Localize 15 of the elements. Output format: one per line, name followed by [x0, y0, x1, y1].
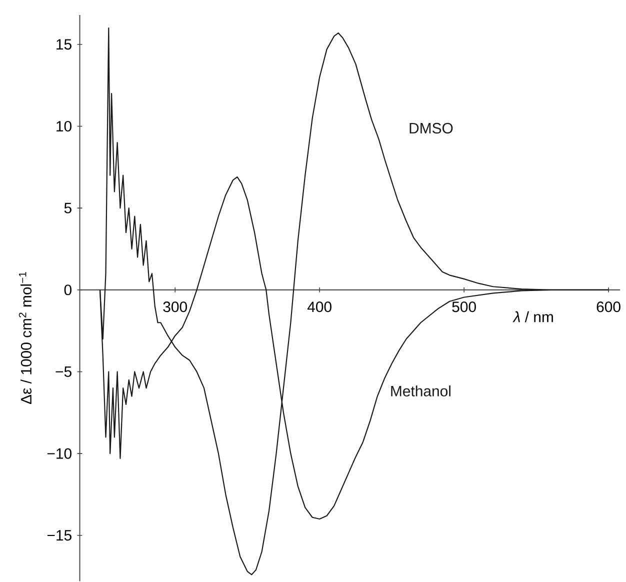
x-tick-label: 600 — [596, 302, 620, 312]
x-tick-label: 400 — [307, 302, 332, 312]
y-tick-label: −10 — [47, 448, 72, 459]
y-tick-label: −15 — [47, 530, 72, 541]
y-tick-label: −5 — [56, 366, 72, 378]
y-tick-label: 5 — [64, 202, 72, 214]
x-tick-label: 500 — [452, 302, 476, 312]
text: DMSO — [410, 123, 453, 134]
y-axis-title: Δε / 1000 cm$^{2}$ mol$^{−1}$ — [18, 272, 32, 404]
y-tick-label: 0 — [64, 284, 72, 296]
x-axis-title: λ / nm — [512, 311, 553, 322]
y-tick-label: 10 — [56, 121, 72, 132]
x-tick-label: 300 — [163, 302, 187, 312]
series-label: Methanol — [391, 386, 450, 397]
y-tick-label: 15 — [56, 39, 72, 50]
